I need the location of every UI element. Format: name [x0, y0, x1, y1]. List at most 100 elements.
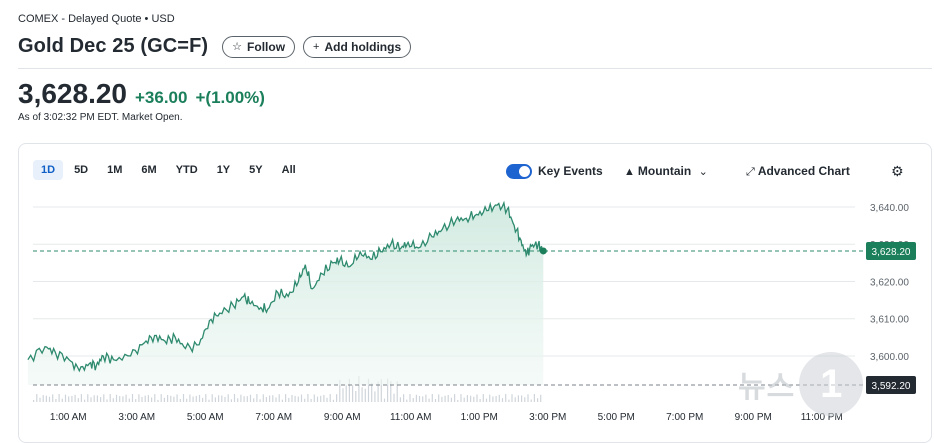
quote-timestamp: As of 3:02:32 PM EDT. Market Open. [18, 112, 183, 123]
volume-bar [80, 394, 82, 402]
volume-bar [115, 394, 118, 402]
x-tick-label: 1:00 PM [461, 412, 498, 423]
volume-bar [364, 388, 366, 402]
volume-bar [109, 394, 111, 402]
volume-bar [237, 398, 239, 402]
plus-icon: + [313, 40, 320, 53]
volume-bar [259, 399, 261, 402]
volume-bar [163, 397, 165, 402]
volume-bar [450, 397, 452, 402]
range-5d[interactable]: 5D [74, 164, 89, 176]
volume-bar [444, 395, 446, 402]
volume-bar [374, 391, 376, 402]
gear-icon[interactable]: ⚙ [891, 163, 904, 179]
volume-bar [326, 397, 328, 402]
volume-bar [482, 394, 484, 402]
range-1y[interactable]: 1Y [216, 164, 231, 176]
volume-bar [160, 394, 162, 402]
volume-bar [170, 395, 172, 402]
volume-bar [527, 394, 529, 402]
volume-bar [48, 396, 51, 402]
volume-bar [470, 395, 472, 402]
x-tick-label: 11:00 AM [390, 412, 432, 423]
volume-bar [441, 396, 443, 402]
volume-bar [367, 378, 370, 402]
volume-bar [422, 396, 424, 402]
volume-bar [275, 397, 277, 402]
volume-bar [128, 398, 130, 402]
header-divider [18, 68, 932, 69]
volume-bar [176, 394, 178, 402]
volume-bar [71, 396, 73, 402]
volume-bar [265, 397, 267, 402]
add-holdings-label: Add holdings [324, 39, 402, 54]
volume-bar [348, 378, 350, 402]
volume-bar [68, 396, 70, 402]
volume-bar [189, 394, 191, 402]
volume-bar [233, 394, 236, 402]
volume-bar [505, 394, 507, 402]
volume-bar [498, 394, 500, 402]
volume-bar [345, 385, 347, 402]
chevron-down-icon: ⌄ [698, 166, 708, 178]
volume-bar [406, 399, 408, 402]
news-watermark: 뉴스 1 [738, 352, 864, 416]
volume-bar [479, 399, 481, 402]
volume-bar [501, 398, 504, 402]
volume-bar [246, 396, 248, 402]
volume-bar [540, 394, 542, 402]
volume-bar [90, 397, 92, 402]
volume-bar [313, 394, 315, 402]
volume-bar [74, 394, 76, 402]
range-ytd[interactable]: YTD [175, 164, 198, 176]
volume-bar [530, 399, 532, 402]
volume-bar [460, 394, 462, 402]
volume-bar [358, 376, 360, 402]
volume-bar [61, 398, 63, 402]
price-change-percent: +(1.00%) [195, 88, 265, 107]
volume-bar [307, 394, 309, 402]
volume-bar [103, 394, 105, 402]
volume-bar [77, 398, 79, 402]
range-5y[interactable]: 5Y [249, 164, 263, 176]
chart-type-dropdown[interactable]: ▲ Mountain ⌄ [624, 164, 711, 178]
volume-bar [457, 400, 459, 402]
previous-close-tag-label: 3,592.20 [872, 381, 911, 392]
volume-bar [383, 398, 386, 402]
volume-bar [521, 395, 523, 402]
key-events-toggle[interactable] [506, 164, 532, 179]
volume-bar [141, 396, 143, 402]
key-events-label[interactable]: Key Events [538, 164, 603, 178]
volume-bar [399, 397, 401, 402]
volume-bar [393, 393, 395, 402]
y-tick-label: 3,620.00 [870, 277, 909, 288]
advanced-chart-button[interactable]: ⤢ Advanced Chart [746, 164, 850, 179]
volume-bar [294, 395, 296, 402]
add-holdings-button[interactable]: + Add holdings [303, 35, 412, 58]
volume-bar [396, 381, 398, 402]
range-1d[interactable]: 1D [33, 160, 64, 180]
volume-bar [281, 399, 283, 402]
volume-bar [278, 394, 280, 402]
current-price: 3,628.20 [18, 78, 127, 109]
range-1m[interactable]: 1M [107, 164, 123, 176]
title-row: Gold Dec 25 (GC=F) ☆ Follow + Add holdin… [18, 35, 412, 58]
volume-bar [339, 379, 341, 402]
volume-bar [221, 395, 223, 402]
range-all[interactable]: All [281, 164, 296, 176]
x-tick-label: 5:00 AM [187, 412, 224, 423]
volume-bar [192, 396, 194, 402]
follow-button[interactable]: ☆ Follow [222, 35, 296, 58]
volume-bar [300, 394, 303, 402]
volume-bar [147, 395, 149, 402]
volume-bar [412, 398, 414, 402]
volume-bar [336, 394, 338, 402]
volume-bar [240, 394, 242, 402]
volume-bar [387, 378, 389, 402]
range-6m[interactable]: 6M [141, 164, 157, 176]
x-tick-label: 5:00 PM [598, 412, 635, 423]
volume-bar [157, 399, 159, 402]
volume-bar [285, 394, 287, 402]
volume-bar [332, 399, 334, 402]
